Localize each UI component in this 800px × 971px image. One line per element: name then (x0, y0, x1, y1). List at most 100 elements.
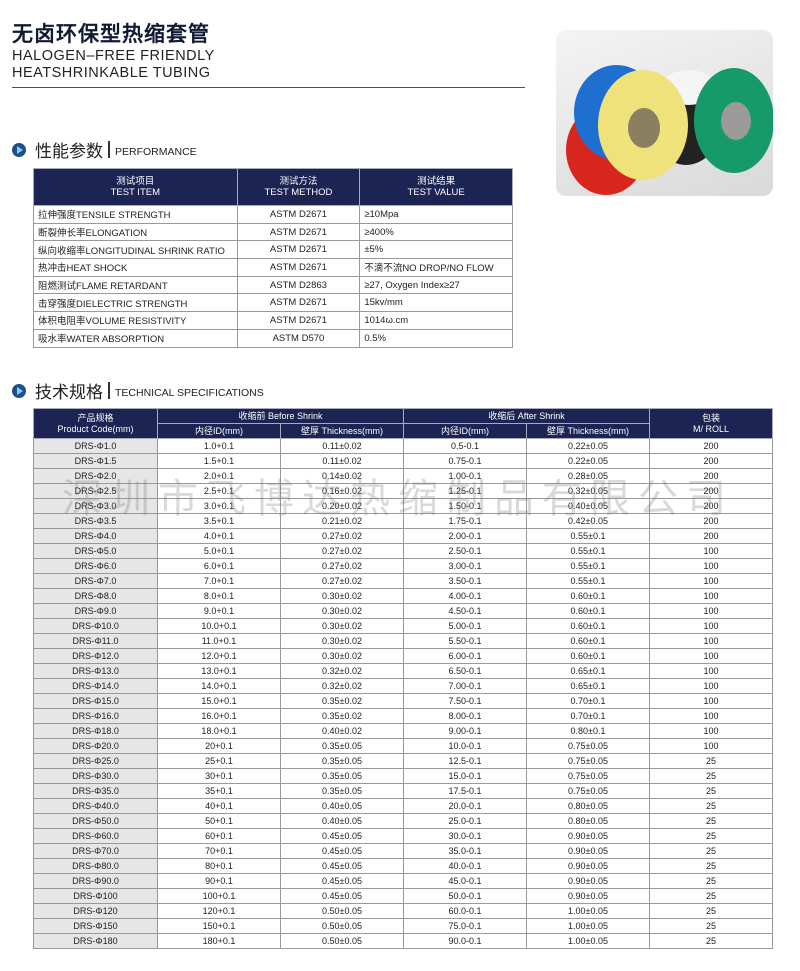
table-row: DRS-Φ70.0 70+0.1 0.45±0.05 35.0-0.1 0.90±0.0… (33, 843, 773, 859)
table-cell: 0.55±0.1 (526, 528, 650, 544)
table-row: 体积电阻率VOLUME RESISTIVITY ASTM D2671 1014ω.c… (33, 311, 513, 330)
table-cell: 1.75-0.1 (403, 513, 527, 529)
table-row: 拉伸强度TENSILE STRENGTH ASTM D2671 ≥10Mpa (33, 205, 513, 224)
product-code-cell: DRS-Φ9.0 (33, 603, 158, 619)
table-cell: ≥400% (359, 222, 513, 242)
table-cell: 0.42±0.05 (526, 513, 650, 529)
table-row: DRS-Φ60.0 60+0.1 0.45±0.05 30.0-0.1 0.90±0.0… (33, 828, 773, 844)
table-cell: 30.0-0.1 (403, 828, 527, 844)
table-cell: ASTM D2671 (236, 293, 361, 313)
table-cell: 200 (649, 498, 773, 514)
table-cell: 0.55±0.1 (526, 573, 650, 589)
table-cell: 0.45±0.05 (280, 888, 404, 904)
table-row: DRS-Φ3.0 3.0+0.1 0.20±0.02 1.50-0.1 0.40±0.0… (33, 498, 773, 514)
table-cell: 0.60±0.1 (526, 648, 650, 664)
product-code-cell: DRS-Φ30.0 (33, 768, 158, 784)
header-thickness-before: 壁厚 Thickness(mm) (280, 423, 404, 439)
table-cell: 3.50-0.1 (403, 573, 527, 589)
table-cell: 3.0+0.1 (157, 498, 281, 514)
table-cell: 0.45±0.05 (280, 843, 404, 859)
table-cell: 0.60±0.1 (526, 633, 650, 649)
table-cell: 1.50-0.1 (403, 498, 527, 514)
table-cell: 0.35±0.02 (280, 693, 404, 709)
product-code-cell: DRS-Φ18.0 (33, 723, 158, 739)
table-cell: 0.32±0.02 (280, 678, 404, 694)
table-cell: 10.0+0.1 (157, 618, 281, 634)
table-cell: 25.0-0.1 (403, 813, 527, 829)
product-code-cell: DRS-Φ5.0 (33, 543, 158, 559)
table-row: DRS-Φ18.0 18.0+0.1 0.40±0.02 9.00-0.1 0.80±0… (33, 723, 773, 739)
table-cell: 吸水率WATER ABSORPTION (33, 328, 238, 348)
product-code-cell: DRS-Φ16.0 (33, 708, 158, 724)
product-code-cell: DRS-Φ150 (33, 918, 158, 934)
table-cell: 25 (649, 753, 773, 769)
product-code-cell: DRS-Φ1.0 (33, 438, 158, 454)
table-cell: 0.65±0.1 (526, 663, 650, 679)
product-code-cell: DRS-Φ50.0 (33, 813, 158, 829)
table-cell: 0.90±0.05 (526, 843, 650, 859)
product-code-cell: DRS-Φ7.0 (33, 573, 158, 589)
table-row: DRS-Φ4.0 4.0+0.1 0.27±0.02 2.00-0.1 0.55±0.1… (33, 528, 773, 544)
table-cell: 7.00-0.1 (403, 678, 527, 694)
table-cell: 0.22±0.05 (526, 438, 650, 454)
title-en-line1: HALOGEN–FREE FRIENDLY (12, 48, 215, 64)
table-row: DRS-Φ2.0 2.0+0.1 0.14±0.02 1.00-0.1 0.28±0.0… (33, 468, 773, 484)
separator (108, 382, 110, 399)
table-cell: 0.22±0.05 (526, 453, 650, 469)
table-row: DRS-Φ10.0 10.0+0.1 0.30±0.02 5.00-0.1 0.60±0… (33, 618, 773, 634)
table-row: DRS-Φ25.0 25+0.1 0.35±0.05 12.5-0.1 0.75±0.0… (33, 753, 773, 769)
product-code-cell: DRS-Φ40.0 (33, 798, 158, 814)
table-cell: 0.45±0.05 (280, 873, 404, 889)
table-cell: 25 (649, 903, 773, 919)
table-cell: 1.00-0.1 (403, 468, 527, 484)
table-cell: 4.0+0.1 (157, 528, 281, 544)
table-cell: 9.0+0.1 (157, 603, 281, 619)
table-cell: 0.14±0.02 (280, 468, 404, 484)
table-cell: 20+0.1 (157, 738, 281, 754)
product-code-cell: DRS-Φ25.0 (33, 753, 158, 769)
table-row: DRS-Φ7.0 7.0+0.1 0.27±0.02 3.50-0.1 0.55±0.1… (33, 573, 773, 589)
table-cell: 0.20±0.02 (280, 498, 404, 514)
arrow-circle-icon (12, 383, 26, 398)
header-id-before: 内径ID(mm) (157, 423, 281, 439)
table-cell: 0.60±0.1 (526, 588, 650, 604)
table-cell: 0.75±0.05 (526, 753, 650, 769)
table-cell: 200 (649, 438, 773, 454)
product-code-cell: DRS-Φ11.0 (33, 633, 158, 649)
table-cell: 13.0+0.1 (157, 663, 281, 679)
table-cell: 1014ω.cm (359, 311, 513, 330)
table-cell: 25 (649, 768, 773, 784)
table-row: 吸水率WATER ABSORPTION ASTM D570 0.5% (33, 328, 513, 348)
table-cell: 0.75±0.05 (526, 768, 650, 784)
table-cell: ±5% (359, 240, 513, 260)
table-cell: 阻燃测试FLAME RETARDANT (33, 275, 238, 295)
product-code-cell: DRS-Φ100 (33, 888, 158, 904)
table-cell: 击穿强度DIELECTRIC STRENGTH (33, 293, 238, 313)
table-cell: 25 (649, 918, 773, 934)
table-cell: 1.00±0.05 (526, 903, 650, 919)
table-cell: 3.5+0.1 (157, 513, 281, 529)
table-cell: 100 (649, 663, 773, 679)
table-cell: 25 (649, 813, 773, 829)
table-cell: 4.00-0.1 (403, 588, 527, 604)
table-row: 阻燃测试FLAME RETARDANT ASTM D2863 ≥27, Oxygen… (33, 275, 513, 295)
product-code-cell: DRS-Φ35.0 (33, 783, 158, 799)
product-code-cell: DRS-Φ60.0 (33, 828, 158, 844)
table-cell: 1.0+0.1 (157, 438, 281, 454)
product-code-cell: DRS-Φ13.0 (33, 663, 158, 679)
table-cell: 0.70±0.1 (526, 708, 650, 724)
table-cell: 120+0.1 (157, 903, 281, 919)
section-title-en: PERFORMANCE (115, 146, 197, 158)
table-cell: 17.5-0.1 (403, 783, 527, 799)
table-cell: 10.0-0.1 (403, 738, 527, 754)
table-row: DRS-Φ150 150+0.1 0.50±0.05 75.0-0.1 1.00±0.0… (33, 918, 773, 934)
table-cell: 100 (649, 708, 773, 724)
table-row: DRS-Φ9.0 9.0+0.1 0.30±0.02 4.50-0.1 0.60±0.1… (33, 603, 773, 619)
table-row: DRS-Φ6.0 6.0+0.1 0.27±0.02 3.00-0.1 0.55±0.1… (33, 558, 773, 574)
table-cell: 0.40±0.05 (280, 798, 404, 814)
table-cell: 100 (649, 573, 773, 589)
table-cell: 0.16±0.02 (280, 483, 404, 499)
product-code-cell: DRS-Φ14.0 (33, 678, 158, 694)
table-cell: 0.75±0.05 (526, 738, 650, 754)
table-cell: 15.0+0.1 (157, 693, 281, 709)
